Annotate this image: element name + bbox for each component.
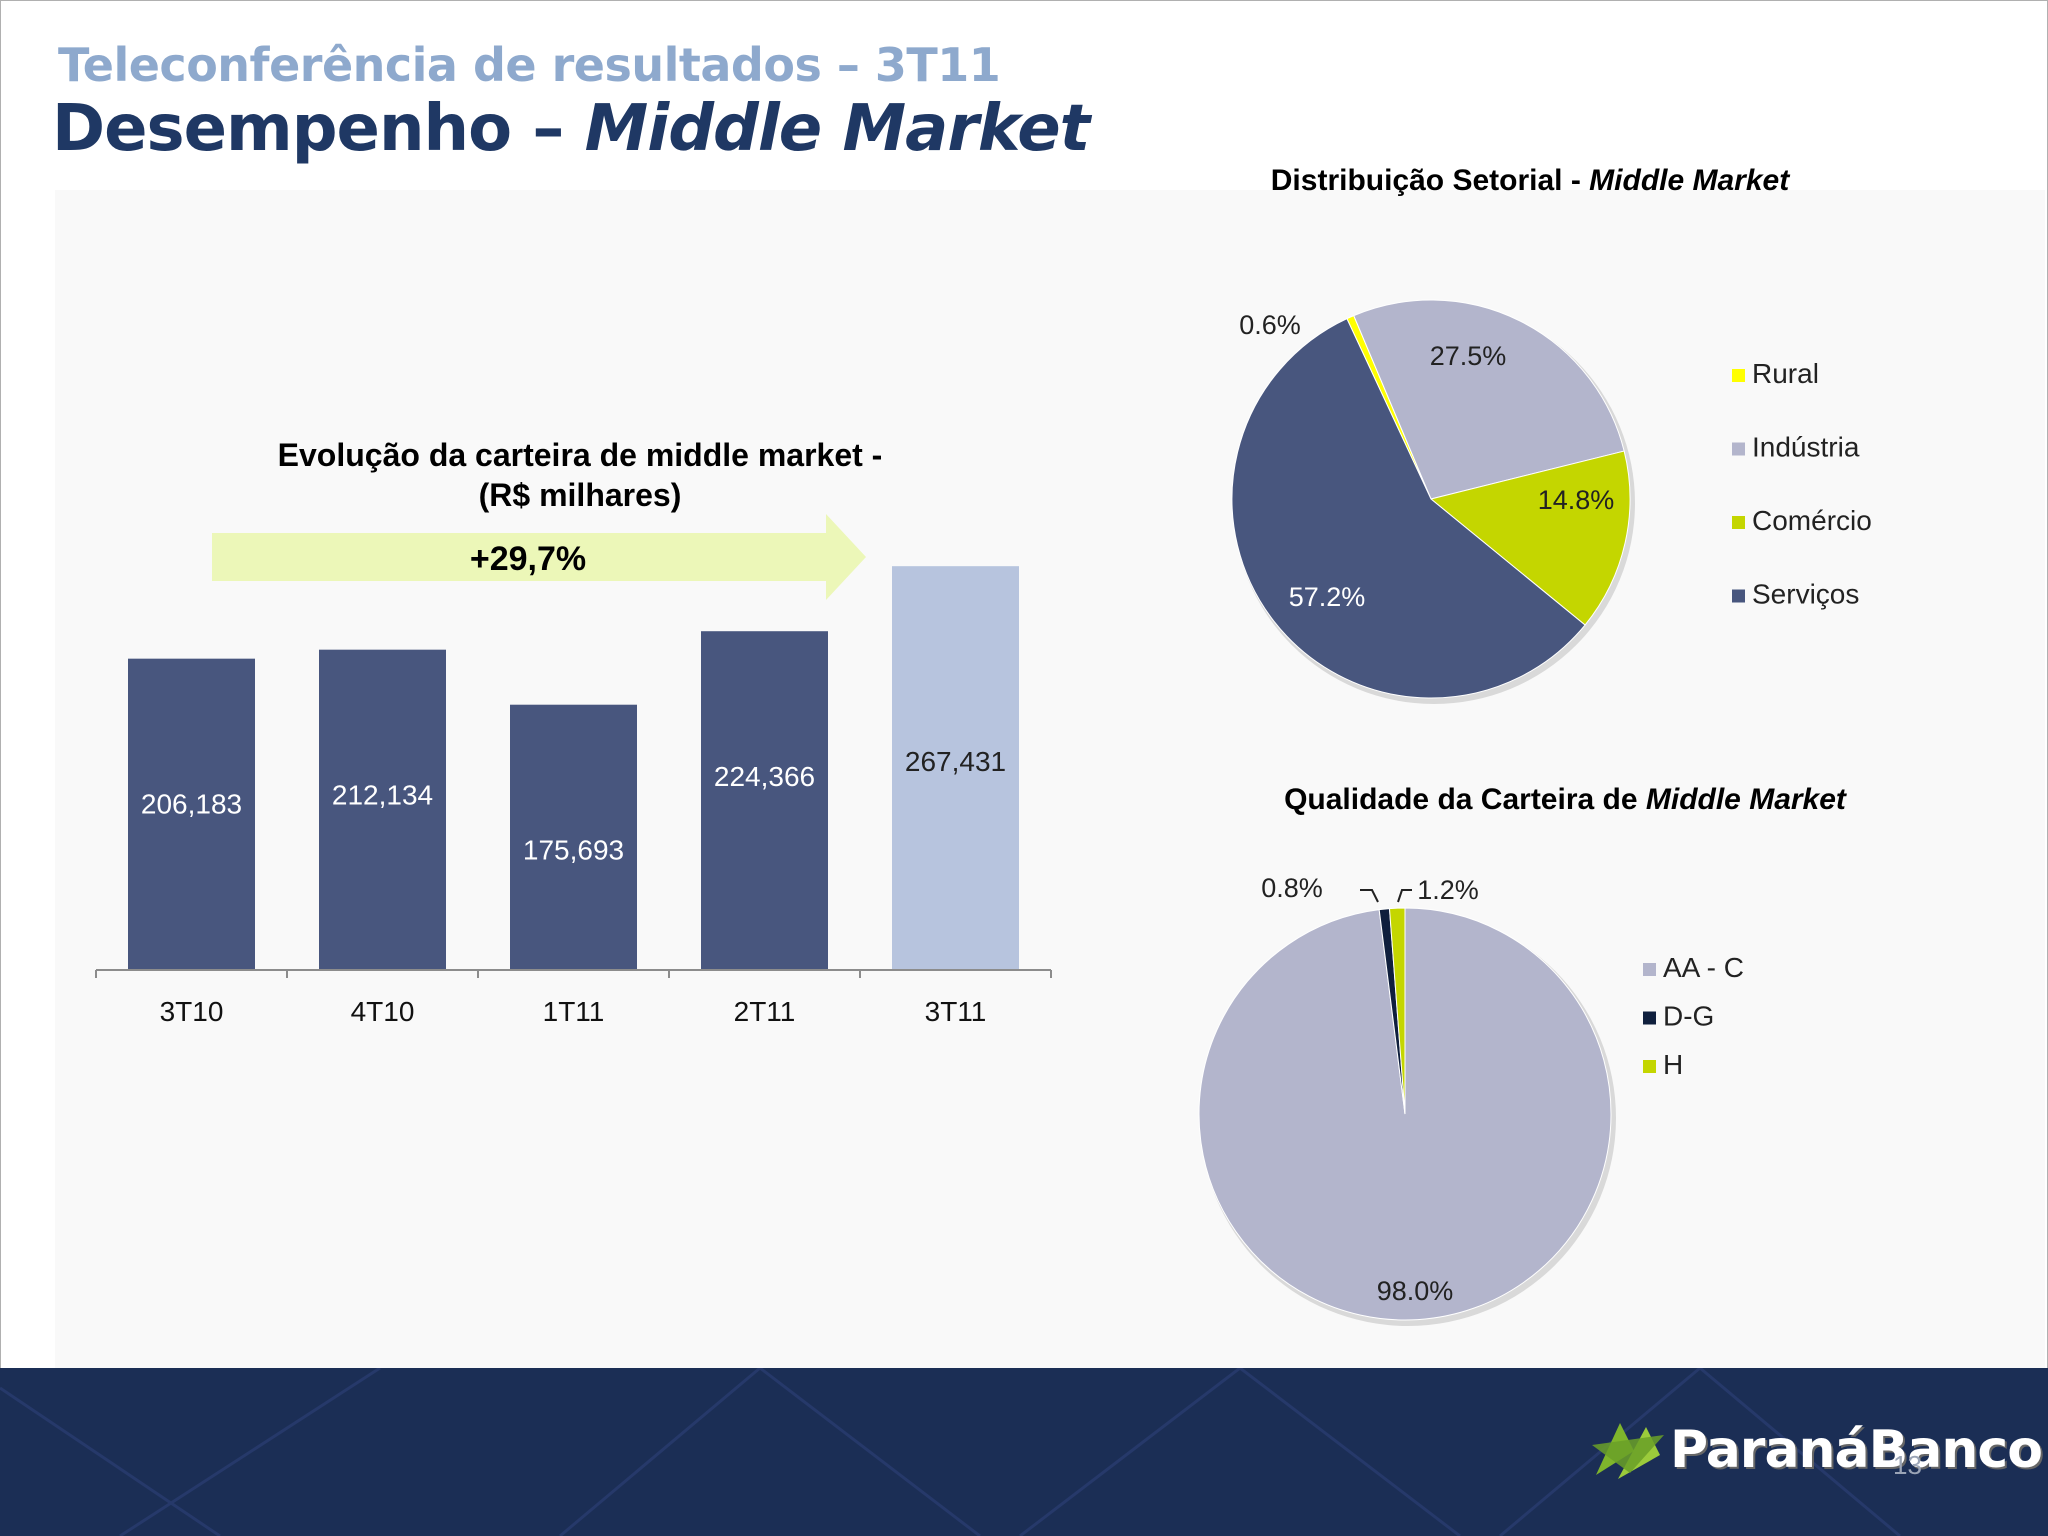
legend-label: H xyxy=(1663,1049,1683,1080)
legend-label: Comércio xyxy=(1752,505,1872,536)
pie-slice-ind-stria xyxy=(1353,299,1625,500)
leader-line xyxy=(1360,889,1379,903)
pie2-title-italic: Middle Market xyxy=(1645,783,1846,816)
pie1-title-italic: Middle Market xyxy=(1589,164,1790,197)
pie1-title-text: Distribuição Setorial - xyxy=(1270,164,1590,197)
pie-value-label: 98.0% xyxy=(1377,1276,1454,1306)
title-main: Desempenho – xyxy=(52,92,585,166)
pie-slice-com-rcio xyxy=(1429,450,1631,626)
pie-slice-servi-os xyxy=(1231,317,1586,699)
parana-banco-logo: ParanáBanco xyxy=(1590,1415,2043,1485)
legend-swatch xyxy=(1732,442,1745,456)
x-tick-label: 1T11 xyxy=(543,996,605,1027)
pie2-title: Qualidade da Carteira de Middle Market xyxy=(1230,783,1900,817)
logo-leaf-icon xyxy=(1592,1423,1664,1479)
brand-name: ParanáBanco xyxy=(1670,1420,2043,1480)
pie-value-label: 0.8% xyxy=(1261,873,1323,903)
bar-value-label: 224,366 xyxy=(714,761,815,792)
pie-slice-h xyxy=(1388,907,1406,1115)
growth-arrow xyxy=(212,514,866,600)
x-tick-label: 4T10 xyxy=(351,996,415,1027)
pie-value-label: 1.2% xyxy=(1417,875,1479,905)
legend-swatch xyxy=(1732,589,1745,603)
x-tick-label: 3T11 xyxy=(925,996,987,1027)
bar-chart-title-line1: Evolução da carteira de middle market - xyxy=(277,437,883,473)
legend-swatch xyxy=(1643,1011,1656,1025)
legend-label: AA - C xyxy=(1663,952,1744,983)
pie1-title: Distribuição Setorial - Middle Market xyxy=(1200,164,1860,198)
pie-value-label: 27.5% xyxy=(1430,341,1507,371)
growth-label: +29,7% xyxy=(470,540,586,578)
legend-label: D-G xyxy=(1663,1001,1714,1032)
pie2-title-text: Qualidade da Carteira de xyxy=(1284,783,1646,816)
bar-chart-title-line2: (R$ milhares) xyxy=(478,477,682,513)
bar-chart-title: Evolução da carteira de middle market - … xyxy=(180,435,980,515)
page-number: 13 xyxy=(1893,1450,1922,1480)
legend-swatch xyxy=(1643,963,1656,976)
x-tick-label: 3T10 xyxy=(160,996,224,1027)
legend-swatch xyxy=(1643,1060,1656,1073)
bar-2T11 xyxy=(701,631,828,970)
slide-title: Desempenho – Middle Market xyxy=(52,92,1091,166)
bar-4T10 xyxy=(319,649,446,970)
leader-line xyxy=(1397,889,1412,903)
bar-3T11 xyxy=(892,566,1019,970)
bar-1T11 xyxy=(510,704,637,970)
x-tick-label: 2T11 xyxy=(734,996,796,1027)
bar-3T10 xyxy=(128,658,255,970)
footer-pattern xyxy=(0,1368,1901,1536)
pie-value-label: 0.6% xyxy=(1239,310,1301,340)
bar-value-label: 206,183 xyxy=(141,789,242,820)
bar-value-label: 175,693 xyxy=(523,835,624,866)
legend-label: Indústria xyxy=(1752,432,1860,463)
bar-value-label: 267,431 xyxy=(905,746,1006,777)
bar-value-label: 212,134 xyxy=(332,780,433,811)
footer-band xyxy=(0,1368,2048,1536)
slide-subtitle: Teleconferência de resultados – 3T11 xyxy=(58,38,1001,92)
legend-label: Serviços xyxy=(1752,579,1859,610)
legend-swatch xyxy=(1732,369,1745,382)
title-italic: Middle Market xyxy=(584,92,1091,166)
legend-label: Rural xyxy=(1752,358,1819,389)
legend-swatch xyxy=(1732,516,1745,529)
pie-value-label: 14.8% xyxy=(1538,485,1615,515)
pie-value-label: 57.2% xyxy=(1289,582,1366,612)
